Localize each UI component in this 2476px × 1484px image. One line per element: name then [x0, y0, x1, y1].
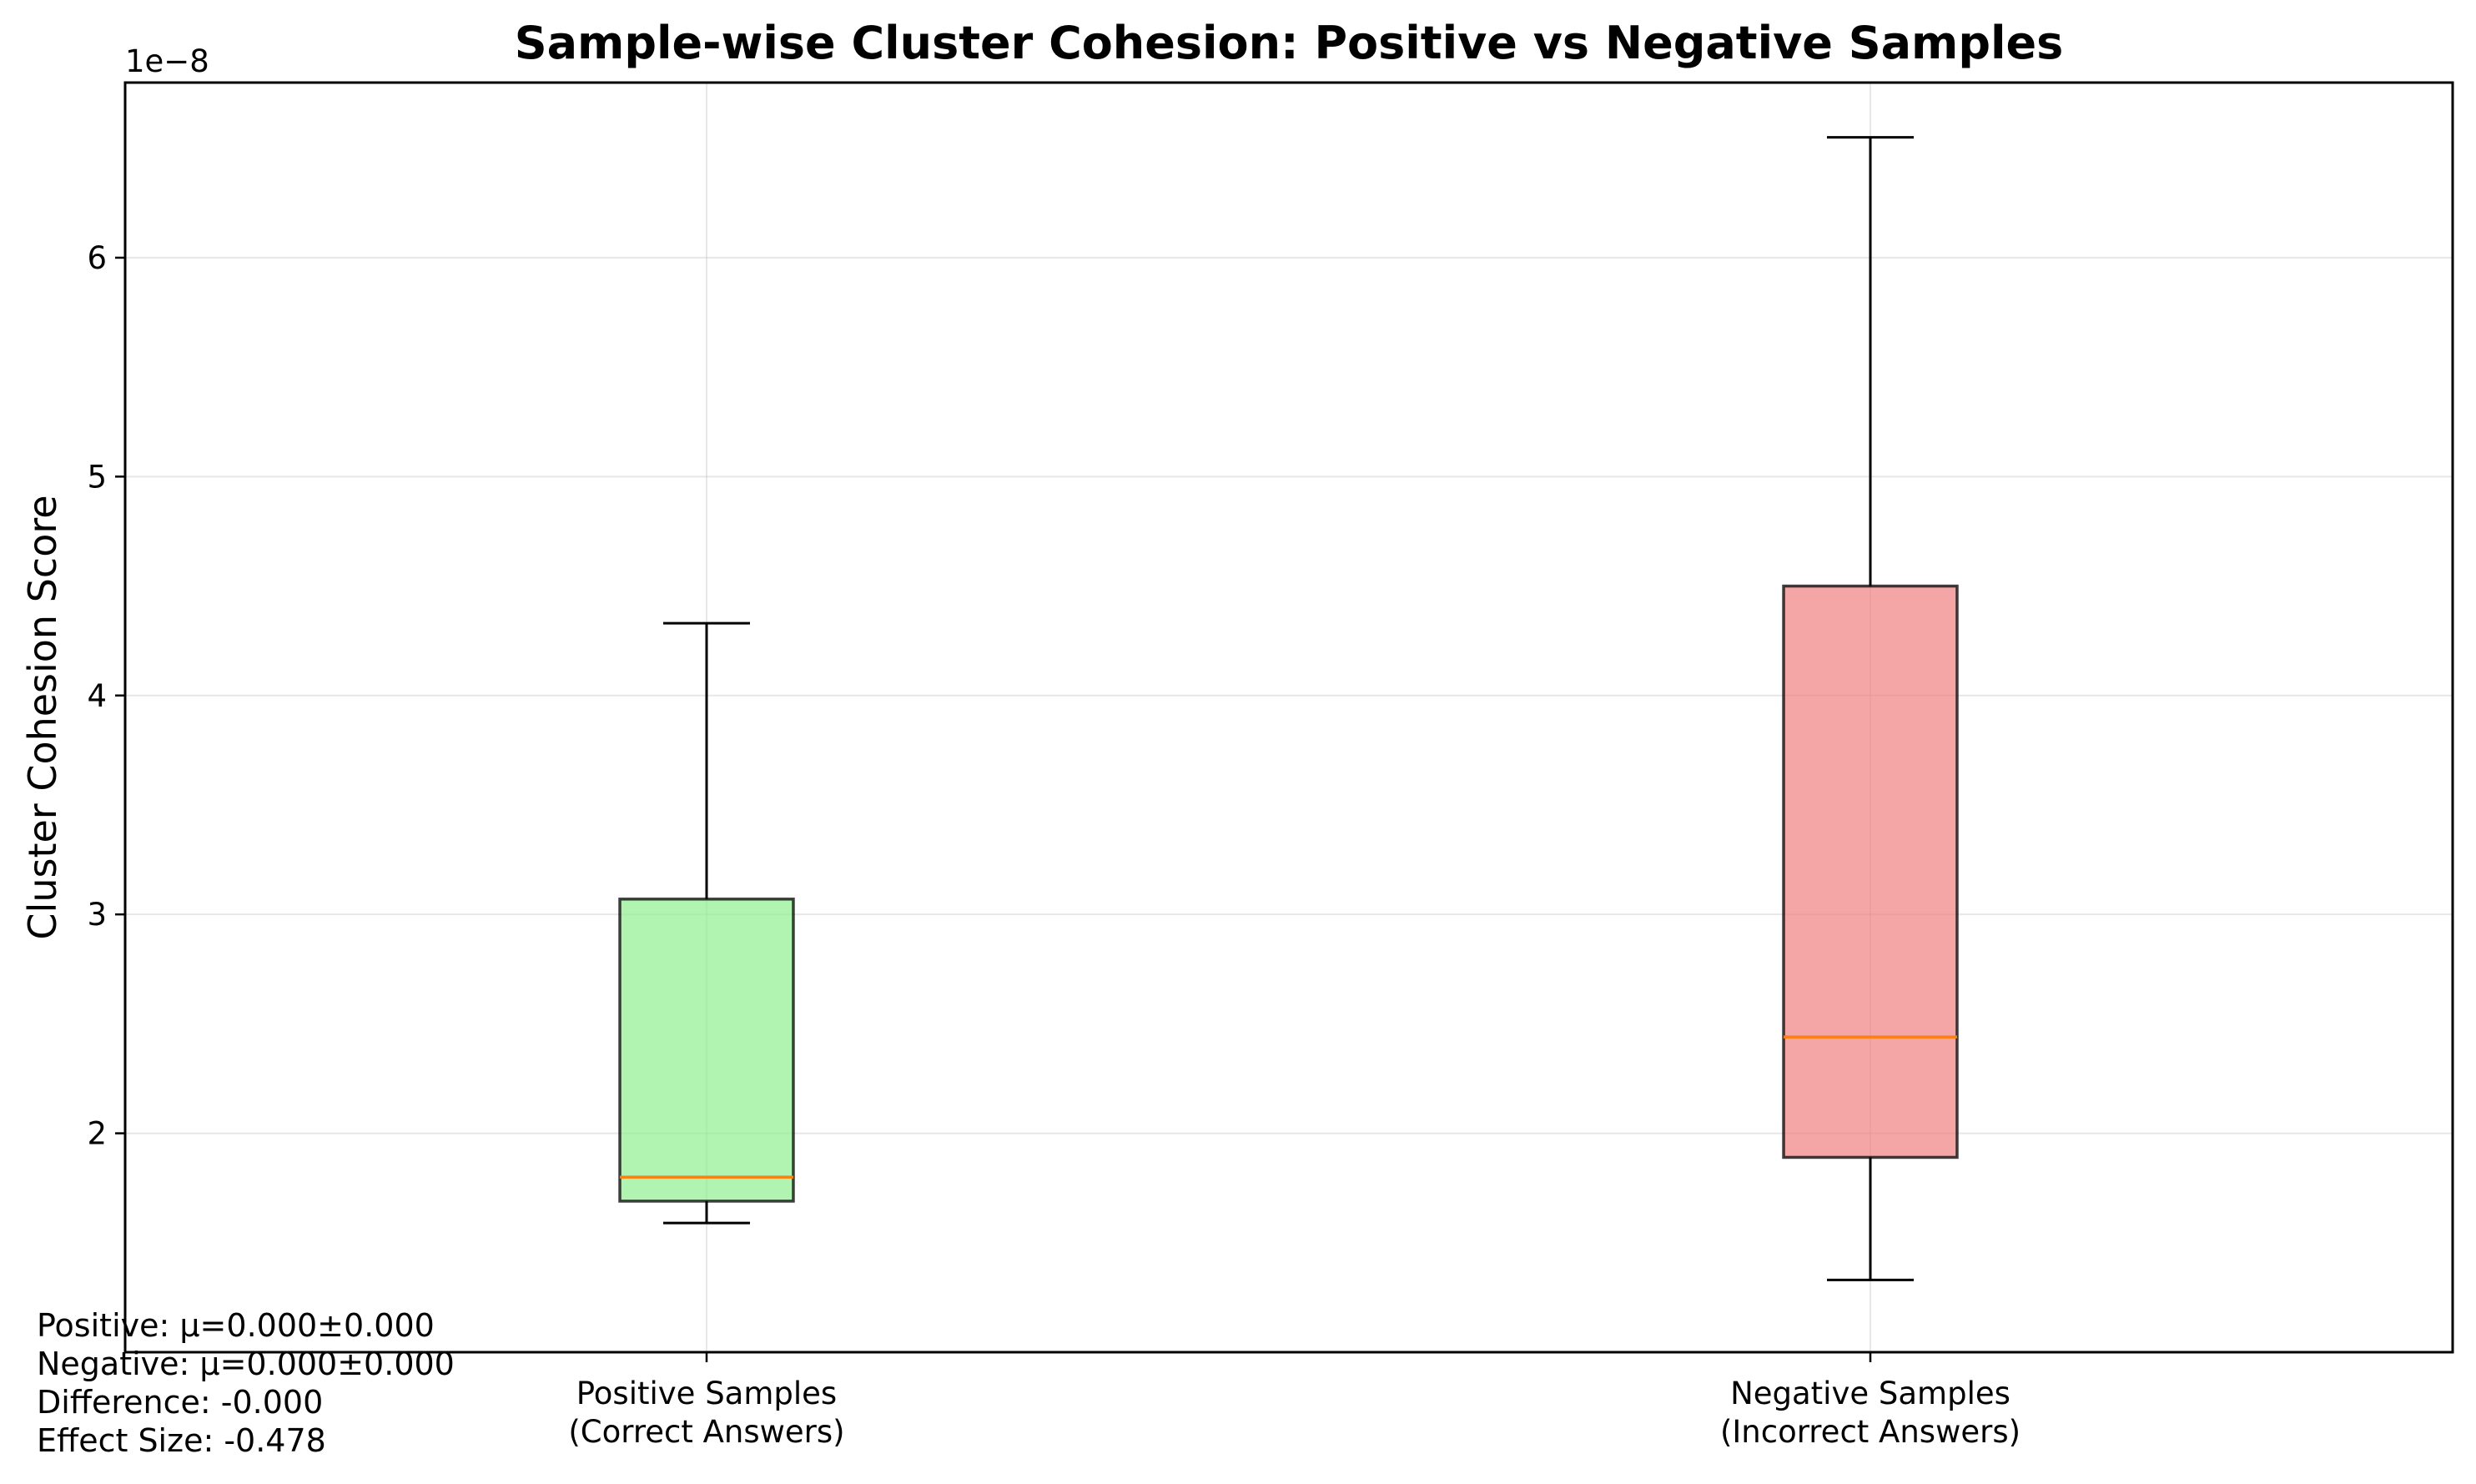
y-tick-label: 4 [87, 678, 107, 714]
chart-title: Sample-wise Cluster Cohesion: Positive v… [515, 17, 2064, 69]
plot-frame [123, 81, 2454, 1354]
y-tick-label: 6 [87, 240, 107, 276]
x-tick-label: Positive Samples [576, 1376, 837, 1411]
iqr-box [1782, 584, 1959, 1160]
iqr-box [618, 898, 795, 1203]
box-layer [618, 136, 1959, 1281]
y-axis-label: Cluster Cohesion Score [20, 495, 65, 939]
y-tick-label: 3 [87, 897, 107, 933]
tick-layer: 2 3 4 5 6 Positive Samples(Correct Answers) Ne… [87, 240, 2021, 1450]
stats-line-negative: Negative: μ=0.000±0.000 [37, 1346, 455, 1382]
y-tick-label: 2 [87, 1116, 107, 1152]
stats-line-difference: Difference: -0.000 [37, 1384, 323, 1421]
y-tick-label: 5 [87, 459, 107, 495]
x-tick-label-sub: (Incorrect Answers) [1720, 1414, 2021, 1450]
y-offset-label: 1e−8 [125, 43, 209, 79]
stats-line-effect-size: Effect Size: -0.478 [37, 1422, 326, 1459]
grid-layer [125, 83, 2453, 1352]
x-tick-label: Negative Samples [1730, 1376, 2010, 1411]
stats-annotation: Positive: μ=0.000±0.000 Negative: μ=0.00… [37, 1307, 455, 1459]
box-negative [1782, 136, 1959, 1281]
stats-line-positive: Positive: μ=0.000±0.000 [37, 1307, 435, 1344]
x-tick-label-sub: (Correct Answers) [568, 1414, 844, 1450]
box-positive [618, 621, 795, 1225]
